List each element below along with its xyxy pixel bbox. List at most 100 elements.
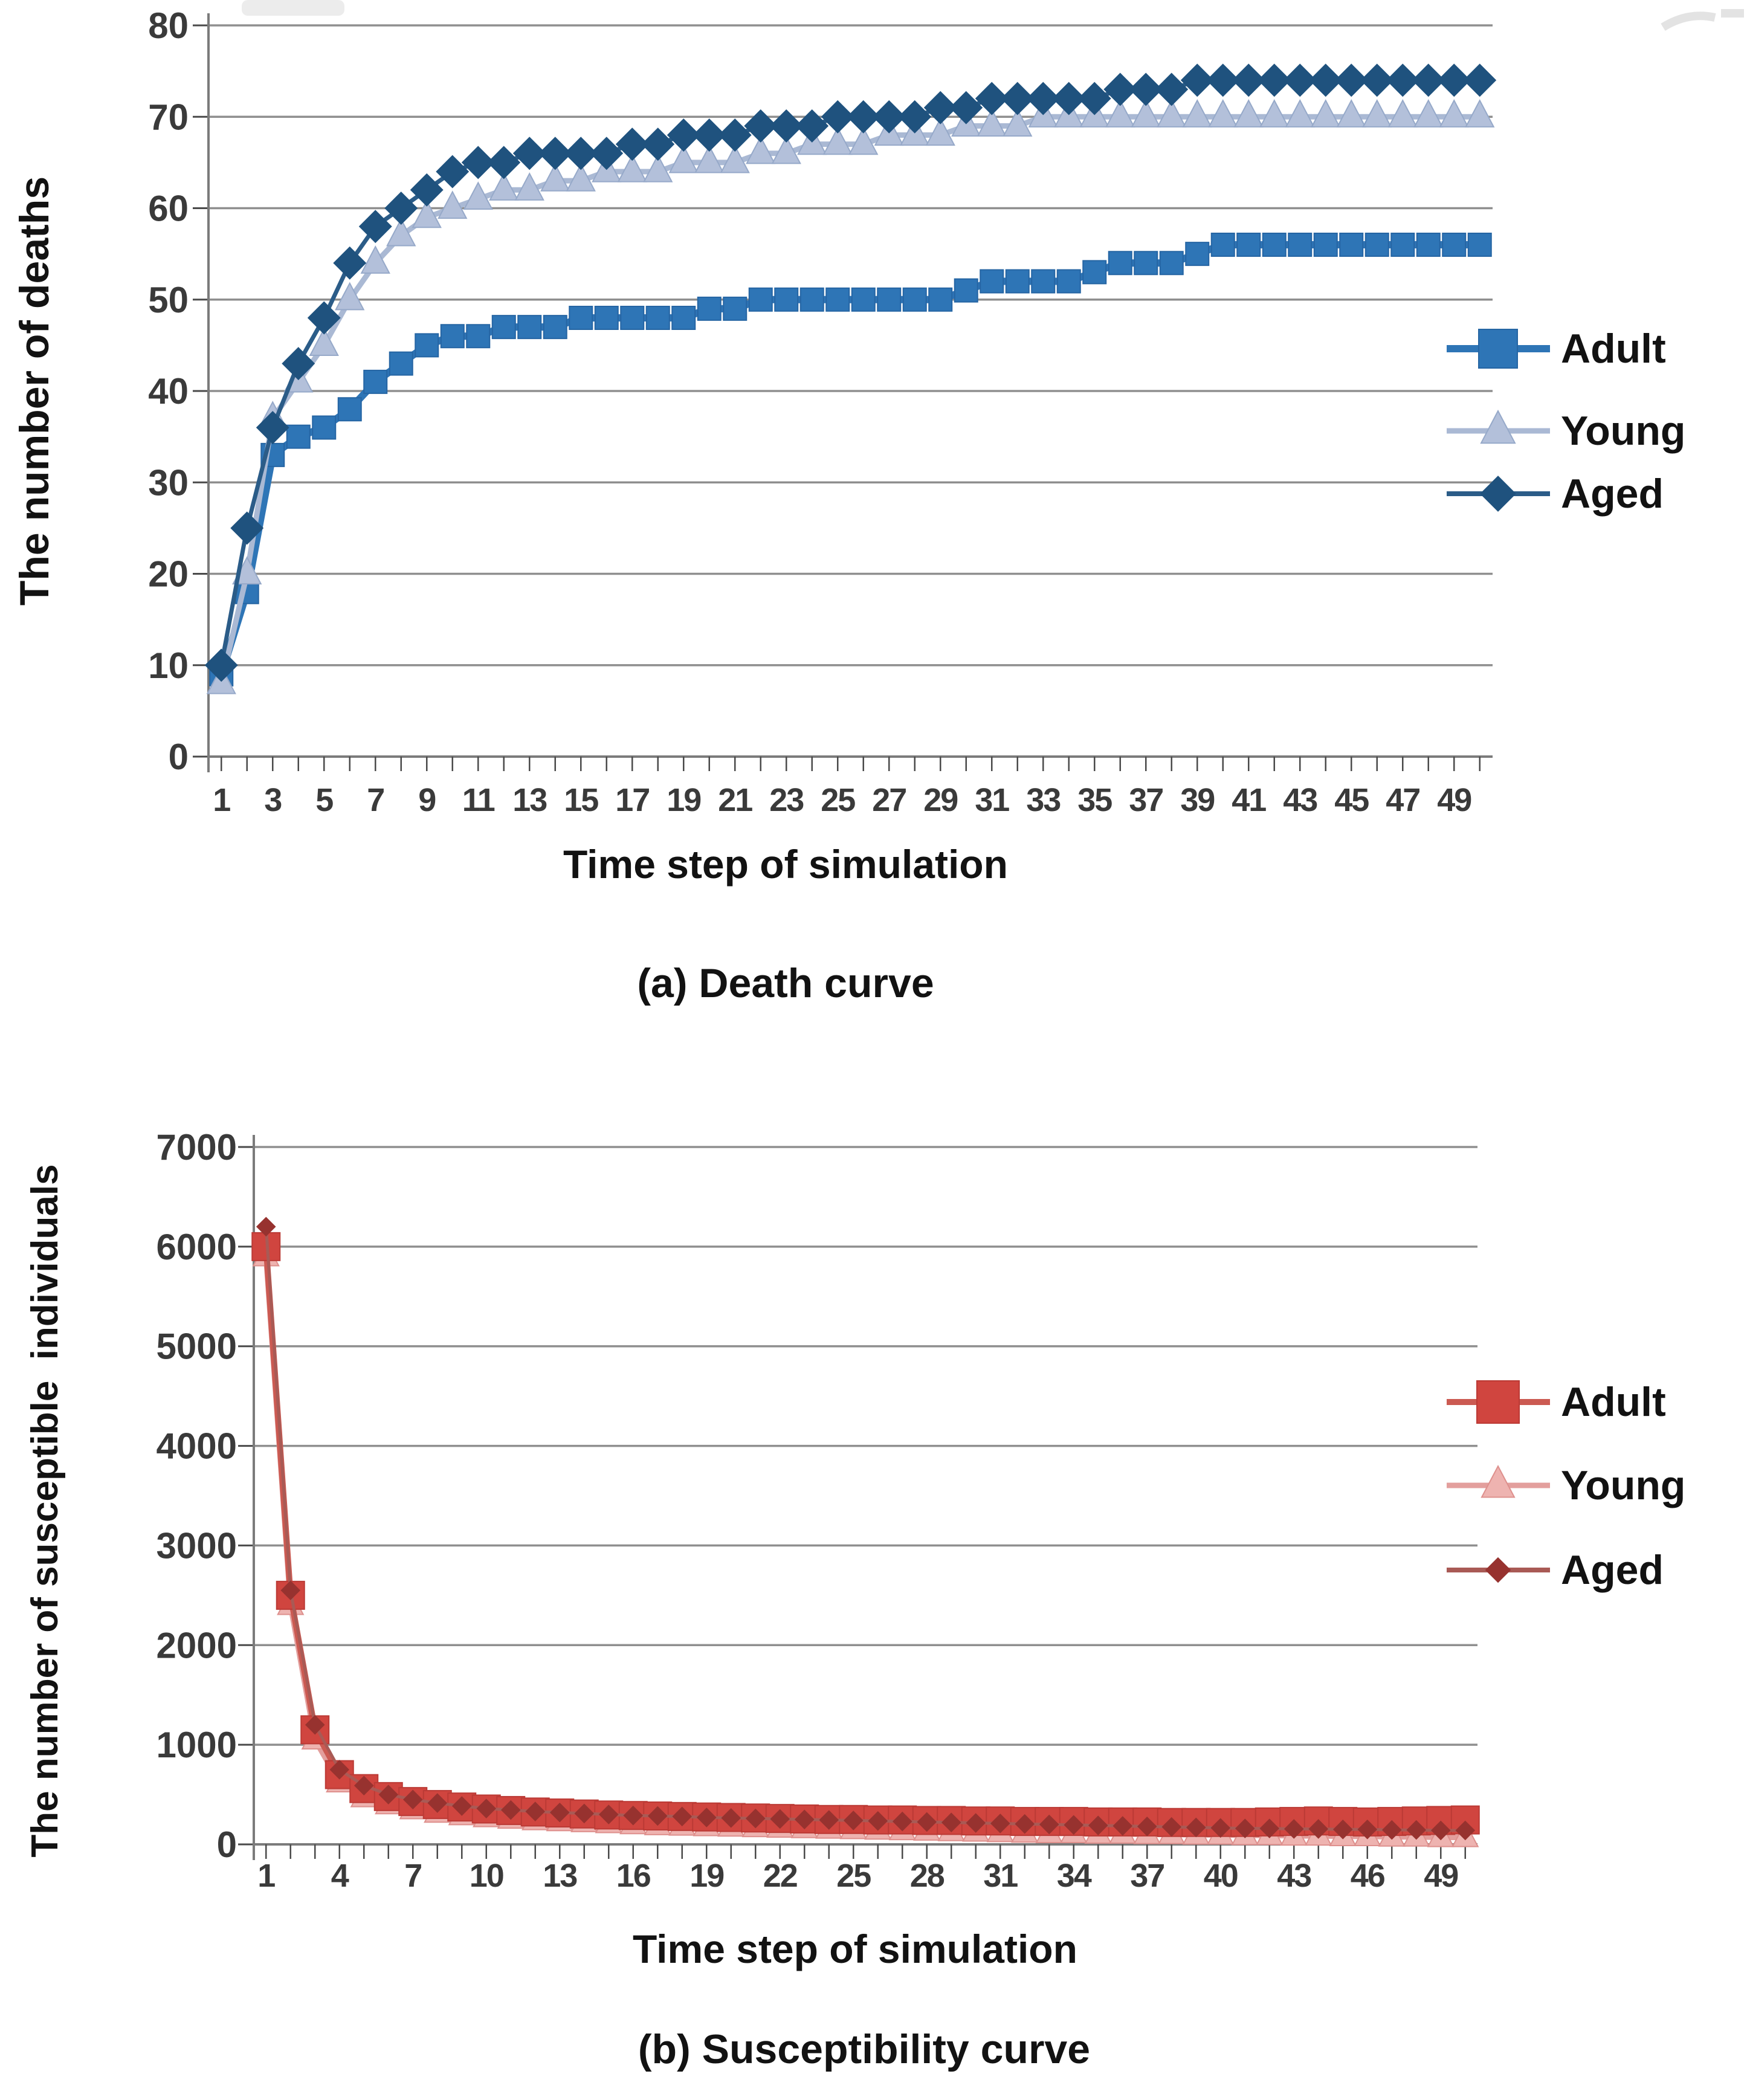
aged-diamond-marker-icon — [745, 1808, 766, 1829]
gridlines — [254, 1146, 1477, 1846]
aged-line — [264, 1226, 1465, 1832]
young-triangle-marker-icon — [1233, 99, 1264, 128]
adult-square-marker-icon — [1108, 251, 1132, 276]
aged-diamond-marker-icon — [1437, 63, 1471, 97]
young-triangle-marker-icon — [360, 245, 390, 274]
y-axis-ticks: 0 1000 2000 3000 4000 5000 6000 7000 — [157, 1127, 254, 1865]
y-tick-label: 80 — [148, 5, 189, 46]
aged-diamond-marker-icon — [917, 1812, 937, 1832]
x-tick-label: 25 — [821, 782, 855, 818]
series-adult — [209, 233, 1492, 687]
x-tick-label: 34 — [1057, 1858, 1092, 1894]
susceptibility-x-axis-title: Time step of simulation — [633, 1927, 1077, 1971]
x-tick-label: 40 — [1204, 1858, 1238, 1894]
y-tick-label: 10 — [148, 645, 189, 686]
adult-square-marker-icon — [1159, 251, 1184, 276]
x-tick-label: 41 — [1232, 782, 1266, 818]
young-triangle-marker-icon — [386, 218, 416, 247]
young-triangle-marker-icon — [1362, 99, 1392, 128]
adult-square-marker-icon — [774, 287, 799, 312]
aged-diamond-marker-icon — [500, 1800, 521, 1820]
adult-square-marker-icon — [1236, 233, 1261, 257]
aged-diamond-marker-icon — [1052, 82, 1086, 115]
aged-diamond-marker-icon — [941, 1812, 961, 1833]
aged-diamond-marker-icon — [718, 118, 752, 152]
young-triangle-marker-icon — [335, 282, 365, 311]
y-tick-label: 0 — [169, 737, 189, 777]
aged-diamond-marker-icon — [1001, 82, 1035, 115]
y-tick-label: 0 — [217, 1824, 237, 1865]
x-tick-label: 1 — [257, 1858, 275, 1894]
aged-diamond-marker-icon — [795, 109, 829, 143]
y-tick-label: 7000 — [157, 1127, 237, 1168]
aged-diamond-marker-icon — [1015, 1814, 1035, 1834]
x-tick-label: 33 — [1026, 782, 1061, 818]
x-tick-label: 22 — [763, 1858, 797, 1894]
adult-square-marker-icon — [954, 278, 978, 303]
aged-diamond-marker-icon — [1180, 63, 1214, 97]
susceptibility-plot-area: 0 1000 2000 3000 4000 5000 6000 7000 1 4 7 10 13 16 19… — [157, 1127, 1480, 1894]
adult-square-marker-icon — [491, 315, 516, 340]
series-young — [206, 99, 1495, 694]
aged-diamond-marker-icon — [1077, 82, 1111, 115]
adult-square-marker-icon — [363, 369, 388, 394]
aged-diamond-marker-icon — [1112, 1816, 1133, 1836]
x-tick-label: 31 — [983, 1858, 1018, 1894]
adult-square-marker-icon — [286, 424, 311, 449]
x-tick-label: 43 — [1277, 1858, 1311, 1894]
young-triangle-marker-icon — [1131, 99, 1161, 128]
y-tick-label: 6000 — [157, 1227, 237, 1267]
y-tick-label: 3000 — [157, 1525, 237, 1566]
gridlines — [208, 24, 1493, 758]
young-triangle-marker-icon — [643, 153, 673, 183]
aged-diamond-marker-icon — [1155, 73, 1189, 106]
aged-diamond-marker-icon — [461, 146, 495, 179]
x-axis-ticks — [265, 1844, 1466, 1859]
adult-square-marker-icon — [312, 415, 337, 440]
x-tick-labels: 1 3 5 7 9 11 13 15 17 19 21 23 25 27 29 31 33 35 37 39 41 43 4… — [213, 782, 1473, 818]
aged-diamond-marker-icon — [282, 347, 315, 381]
aged-diamond-marker-icon — [329, 1760, 350, 1780]
aged-diamond-marker-icon — [354, 1775, 374, 1796]
aged-diamond-marker-icon — [721, 1808, 741, 1828]
x-tick-label: 16 — [616, 1858, 651, 1894]
aged-diamond-marker-icon — [476, 1798, 497, 1818]
aged-diamond-marker-icon — [647, 1806, 668, 1826]
y-tick-label: 50 — [148, 280, 189, 320]
aged-diamond-marker-icon — [1258, 63, 1291, 97]
aged-diamond-marker-icon — [1283, 63, 1317, 97]
x-tick-label: 43 — [1283, 782, 1317, 818]
aged-diamond-marker-icon — [744, 109, 778, 143]
y-tick-label: 20 — [148, 554, 189, 595]
adult-square-marker-icon — [1442, 233, 1467, 257]
legend-item-adult-chart0: Adult — [1445, 318, 1666, 379]
y-axis-ticks: 0 10 20 30 40 50 60 70 80 — [148, 5, 208, 777]
young-triangle-marker-icon — [771, 135, 801, 164]
x-tick-label: 31 — [975, 782, 1009, 818]
adult-square-marker-icon — [645, 306, 670, 330]
legend-label: Adult — [1561, 326, 1666, 372]
adult-square-marker-icon — [825, 287, 850, 312]
adult-square-marker-icon — [389, 351, 413, 376]
x-tick-label: 25 — [836, 1858, 871, 1894]
adult-square-marker-icon — [851, 287, 876, 312]
aged-diamond-marker-icon — [1103, 73, 1137, 106]
adult-square-marker-icon — [671, 306, 696, 330]
young-triangle-marker-icon — [309, 328, 339, 356]
x-tick-label: 10 — [470, 1858, 503, 1894]
x-tick-label: 7 — [404, 1858, 421, 1894]
young-triangle-marker-icon — [463, 181, 493, 210]
x-tick-label: 17 — [615, 782, 649, 818]
aged-diamond-marker-icon — [512, 137, 546, 170]
x-tick-label: 45 — [1334, 782, 1369, 818]
x-tick-label: 47 — [1386, 782, 1419, 818]
y-tick-label: 30 — [148, 462, 189, 503]
aged-diamond-marker-icon — [1308, 1819, 1329, 1839]
young-triangle-marker-icon — [848, 126, 879, 155]
adult-square-marker-icon — [594, 306, 619, 330]
x-tick-label: 3 — [264, 782, 282, 818]
young-triangle-marker-icon — [977, 108, 1007, 137]
young-triangle-marker-icon — [1259, 99, 1290, 128]
